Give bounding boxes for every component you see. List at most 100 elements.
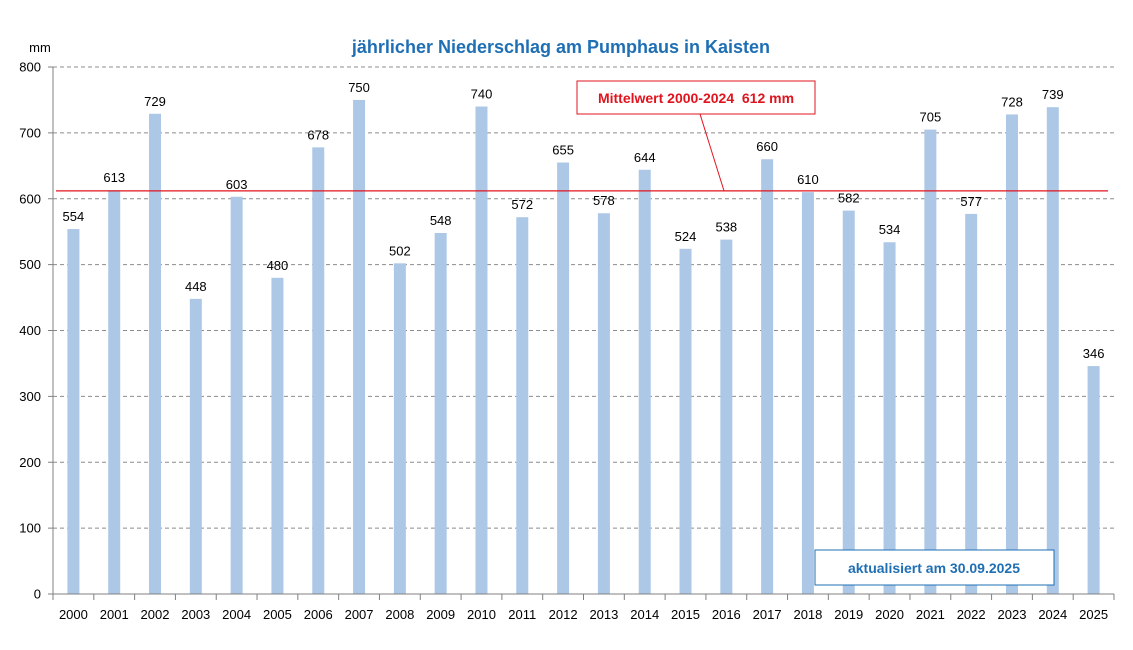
data-label: 538 [715, 220, 737, 235]
x-tick-label: 2005 [263, 607, 292, 622]
data-label: 502 [389, 243, 411, 258]
data-label: 705 [920, 110, 942, 125]
data-label: 554 [63, 209, 85, 224]
x-axis: 2000 2001 2002 2003 2004 2005 2006 2007 2008 2009… [52, 593, 1115, 622]
x-tick-label: 2011 [508, 607, 536, 622]
update-annotation-box [814, 549, 1055, 586]
y-tick-label: 600 [19, 191, 41, 206]
data-label: 578 [593, 193, 615, 208]
x-tick-label: 2001 [100, 607, 129, 622]
mean-callout-box [576, 80, 816, 115]
data-label: 660 [756, 139, 778, 154]
bar [108, 190, 121, 594]
y-axis-unit-label: mm [29, 40, 51, 55]
data-label: 548 [430, 213, 452, 228]
bar [189, 298, 202, 594]
bar [271, 277, 284, 594]
x-tick-label: 2003 [181, 607, 210, 622]
x-tick-label: 2015 [671, 607, 700, 622]
bar [638, 169, 651, 594]
data-labels: 554 613 729 448 603 480 678 750 502 548 740 572 655 5… [63, 80, 1105, 361]
bar [965, 213, 978, 594]
x-tick-label: 2008 [385, 607, 414, 622]
x-tick-label: 2020 [875, 607, 904, 622]
x-tick-label: 2002 [141, 607, 170, 622]
data-label: 613 [103, 170, 125, 185]
data-label: 603 [226, 177, 248, 192]
bar [393, 263, 406, 594]
x-tick-label: 2023 [998, 607, 1027, 622]
data-label: 534 [879, 222, 901, 237]
x-tick-label: 2013 [589, 607, 618, 622]
x-tick-label: 2006 [304, 607, 333, 622]
mean-callout-leader [699, 113, 725, 191]
data-label: 678 [307, 127, 329, 142]
bar [557, 162, 570, 595]
bar [720, 239, 733, 594]
x-tick-label: 2017 [753, 607, 782, 622]
x-tick-label: 2025 [1079, 607, 1108, 622]
bars [67, 99, 1100, 595]
chart-title: jährlicher Niederschlag am Pumphaus in K… [351, 37, 770, 57]
y-tick-label: 200 [19, 455, 41, 470]
x-tick-label: 2021 [916, 607, 945, 622]
x-tick-label: 2000 [59, 607, 88, 622]
data-label: 480 [267, 258, 289, 273]
y-tick-label: 300 [19, 389, 41, 404]
x-tick-label: 2019 [834, 607, 863, 622]
bar [597, 213, 610, 594]
bar [1087, 366, 1100, 594]
x-tick-label: 2012 [549, 607, 578, 622]
bar [1046, 107, 1059, 594]
x-tick-label: 2024 [1038, 607, 1067, 622]
x-tick-label: 2004 [222, 607, 251, 622]
data-label: 750 [348, 80, 370, 95]
data-label: 346 [1083, 346, 1105, 361]
data-label: 655 [552, 143, 574, 158]
bar [230, 196, 243, 594]
bar [924, 129, 937, 595]
y-tick-label: 100 [19, 521, 41, 536]
mean-line-group: Mittelwert 2000-2024 612 mm [56, 80, 1108, 192]
x-tick-label: 2018 [793, 607, 822, 622]
data-label: 610 [797, 172, 819, 187]
data-label: 448 [185, 279, 207, 294]
data-label: 572 [511, 197, 533, 212]
data-label: 644 [634, 150, 656, 165]
x-tick-label: 2016 [712, 607, 741, 622]
mean-callout-label: Mittelwert 2000-2024 612 mm [598, 90, 794, 106]
y-tick-label: 500 [19, 257, 41, 272]
bar [312, 147, 325, 594]
bar [149, 113, 162, 595]
data-label: 577 [960, 194, 982, 209]
x-tick-label: 2009 [426, 607, 455, 622]
y-tick-label: 800 [19, 60, 41, 75]
bar [801, 192, 814, 594]
y-tick-label: 700 [19, 125, 41, 140]
data-label: 524 [675, 229, 697, 244]
bar [67, 229, 80, 595]
bar [353, 99, 366, 594]
bar [434, 233, 447, 594]
bar [1005, 114, 1018, 595]
y-tick-label: 400 [19, 323, 41, 338]
data-label: 729 [144, 94, 166, 109]
data-label: 728 [1001, 94, 1023, 109]
y-axis-ticks: 0 100 200 300 400 500 600 700 800 [19, 60, 54, 602]
x-tick-label: 2022 [957, 607, 986, 622]
bar [883, 242, 896, 595]
bar [761, 159, 774, 594]
bar [475, 106, 488, 595]
data-label: 582 [838, 191, 860, 206]
x-tick-label: 2014 [630, 607, 659, 622]
bar [842, 210, 855, 595]
data-label: 739 [1042, 87, 1064, 102]
x-tick-label: 2007 [345, 607, 374, 622]
gridlines [53, 66, 1114, 529]
bar [516, 217, 529, 594]
bar [679, 248, 692, 594]
update-annotation: aktualisiert am 30.09.2025 [814, 549, 1055, 586]
update-annotation-text: aktualisiert am 30.09.2025 [848, 560, 1020, 576]
x-tick-label: 2010 [467, 607, 496, 622]
